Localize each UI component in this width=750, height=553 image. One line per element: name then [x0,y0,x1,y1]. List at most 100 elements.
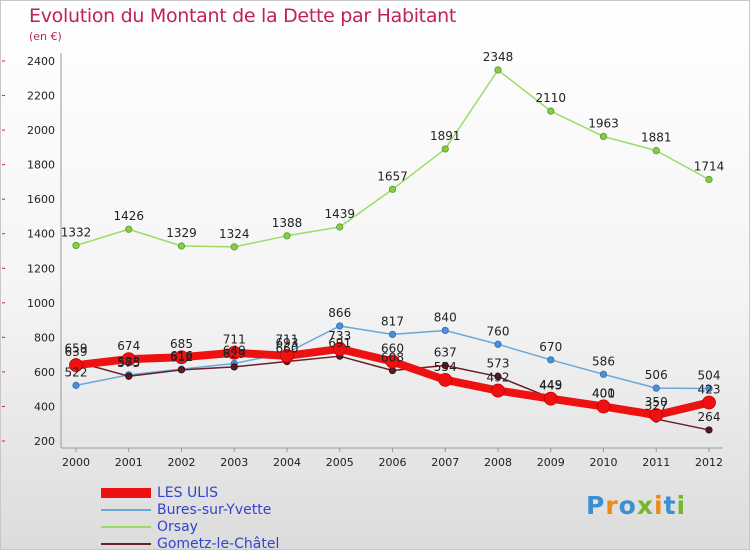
data-point-orsay [230,243,238,251]
data-label-orsay: 1714 [694,159,725,173]
chart-unit: (en €) [29,30,62,43]
data-label-bures-sur-yvette: 670 [539,340,562,354]
data-point-gometz-le-ch-tel [705,426,713,434]
data-point-les-ulis [121,352,136,367]
data-label-les-ulis: 400 [592,386,615,400]
data-label-orsay: 1891 [430,129,461,143]
x-tick-label: 2005 [326,456,354,469]
data-label-bures-sur-yvette: 760 [487,324,510,338]
x-tick-label: 2000 [62,456,90,469]
y-tick-label: 1200 [27,262,55,275]
data-label-les-ulis: 350 [645,395,668,409]
legend-label: Bures-sur-Yvette [157,502,272,518]
data-label-orsay: 1324 [219,227,250,241]
data-point-orsay [388,185,397,193]
data-label-les-ulis: 492 [487,371,510,385]
data-label-orsay: 1657 [377,169,408,183]
x-tick-label: 2001 [115,456,143,469]
data-point-orsay [72,241,80,250]
data-label-bures-sur-yvette: 504 [698,368,721,382]
y-tick-label: 200 [34,435,55,448]
legend-label: LES ULIS [157,485,219,501]
x-tick-label: 2004 [273,456,301,469]
data-point-les-ulis [491,383,505,398]
data-point-orsay [599,132,608,141]
data-label-gometz-le-ch-tel: 659 [65,342,88,356]
data-label-orsay: 1963 [588,116,619,130]
logo-letter: P [586,491,606,520]
data-label-orsay: 2348 [483,50,514,64]
data-point-les-ulis [702,395,716,410]
logo-letter: t [663,491,677,520]
data-point-orsay [547,107,555,115]
data-label-orsay: 1881 [641,131,672,145]
data-label-gometz-le-ch-tel: 637 [434,346,457,360]
data-label-orsay: 1329 [166,226,197,240]
data-point-orsay [652,147,660,155]
y-tick-label: 1600 [27,193,55,206]
x-tick-label: 2008 [484,456,512,469]
data-label-bures-sur-yvette: 583 [117,355,140,369]
data-point-orsay [125,225,133,233]
y-tick-label: 600 [34,366,55,379]
data-label-gometz-le-ch-tel: 575 [117,356,140,370]
data-point-bures-sur-yvette [705,384,713,393]
series-line-orsay [75,69,710,248]
y-tick-label: 400 [34,400,55,413]
x-tick-label: 2009 [537,456,565,469]
x-tick-label: 2007 [431,456,459,469]
data-point-orsay [705,175,713,184]
data-point-bures-sur-yvette [547,356,555,364]
data-label-gometz-le-ch-tel: 401 [592,386,615,400]
proxiti-logo: Proxiti [586,491,686,520]
data-point-orsay [336,223,344,231]
data-label-bures-sur-yvette: 616 [170,349,193,363]
data-label-bures-sur-yvette: 840 [434,310,457,324]
legend-swatch [101,509,151,511]
data-label-les-ulis: 711 [223,333,246,347]
data-label-gometz-le-ch-tel: 573 [487,357,510,371]
data-label-orsay: 2110 [535,91,566,105]
data-point-bures-sur-yvette [388,330,397,339]
data-point-les-ulis [543,391,558,406]
logo-letter: i [654,491,664,520]
data-label-gometz-le-ch-tel: 629 [223,347,246,361]
data-label-orsay: 1439 [324,207,355,221]
data-label-les-ulis: 685 [170,337,193,351]
data-label-les-ulis: 660 [381,342,404,356]
data-label-bures-sur-yvette: 866 [328,306,351,320]
data-point-gometz-le-ch-tel [177,366,186,374]
data-point-les-ulis [385,354,400,369]
legend-label: Orsay [157,519,198,535]
data-point-les-ulis [280,348,294,363]
data-point-gometz-le-ch-tel [230,363,238,371]
data-point-bures-sur-yvette [652,384,660,392]
data-point-orsay [283,232,291,240]
data-point-les-ulis [596,399,611,414]
data-label-bures-sur-yvette: 649 [223,343,246,357]
data-label-bures-sur-yvette: 522 [65,365,88,379]
x-tick-label: 2003 [220,456,248,469]
y-tick-label: 1400 [27,228,55,241]
data-point-les-ulis [332,342,347,356]
y-tick-label: 2000 [27,124,55,137]
y-tick-label: 1000 [27,297,55,310]
data-point-les-ulis [649,408,664,422]
data-label-gometz-le-ch-tel: 612 [170,350,193,364]
data-point-gometz-le-ch-tel [494,372,502,381]
legend-swatch [101,543,151,545]
x-tick-label: 2006 [379,456,407,469]
data-point-orsay [441,145,449,153]
data-label-gometz-le-ch-tel: 691 [328,336,351,350]
legend-swatch [101,526,151,528]
data-label-les-ulis: 733 [328,329,351,343]
data-label-bures-sur-yvette: 506 [645,368,668,382]
data-point-gometz-le-ch-tel [441,361,449,370]
data-point-bures-sur-yvette [441,326,449,335]
data-label-orsay: 1388 [272,216,303,230]
data-label-gometz-le-ch-tel: 327 [645,399,668,413]
legend-label: Gometz-le-Châtel [157,536,280,552]
legend-swatch [101,488,151,498]
